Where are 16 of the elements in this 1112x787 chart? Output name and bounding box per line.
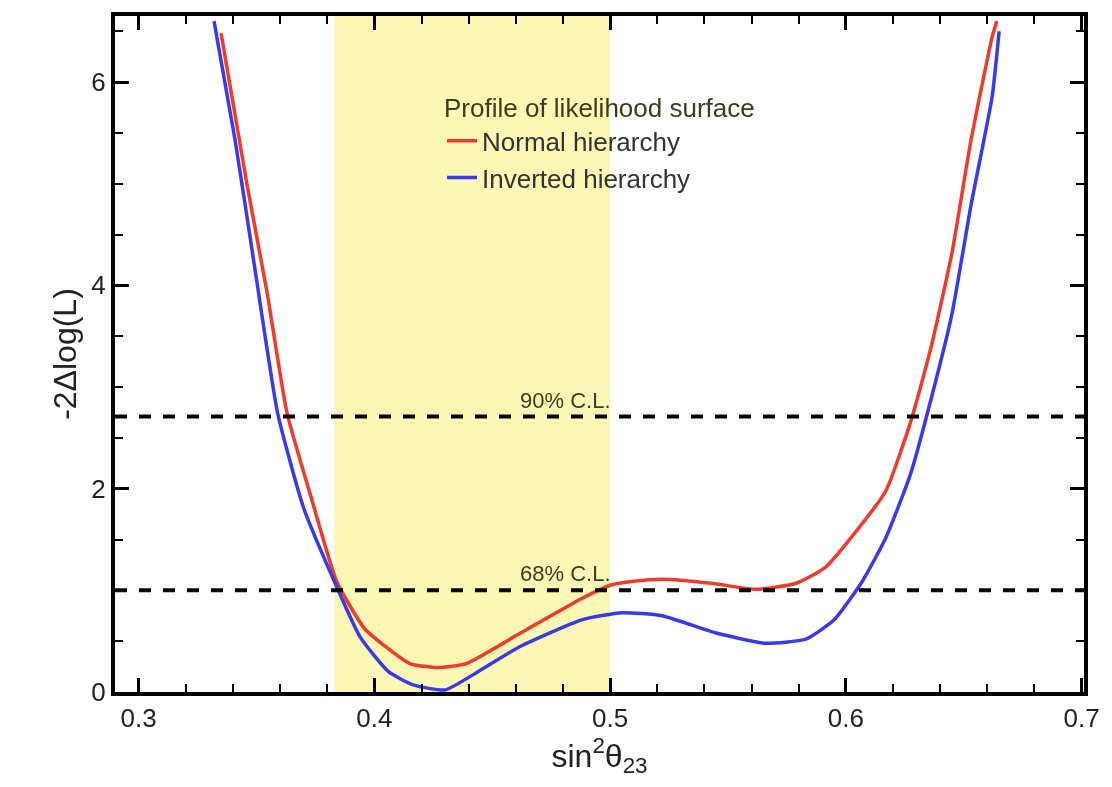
x-tick-label: 0.5 [592,703,629,734]
ref-line-label: 90% C.L. [520,388,611,413]
ref-line-label: 68% C.L. [520,561,611,586]
y-tick-label: 2 [91,473,106,504]
y-tick-label: 6 [91,67,106,98]
x-axis-title: sin$^{2}$θ$_{23}$ [551,733,648,779]
x-tick-label: 0.7 [1063,703,1100,734]
x-tick-label: 0.4 [356,703,393,734]
x-tick-label: 0.6 [827,703,864,734]
legend-label: Inverted hierarchy [482,163,691,194]
y-tick-label: 0 [91,677,106,708]
x-tick-label: 0.3 [120,703,157,734]
legend-title: Profile of likelihood surface [444,93,755,124]
legend-label: Normal hierarchy [482,126,680,157]
y-axis-title: -2Δlog(L) [47,288,84,420]
y-tick-label: 4 [91,270,106,301]
